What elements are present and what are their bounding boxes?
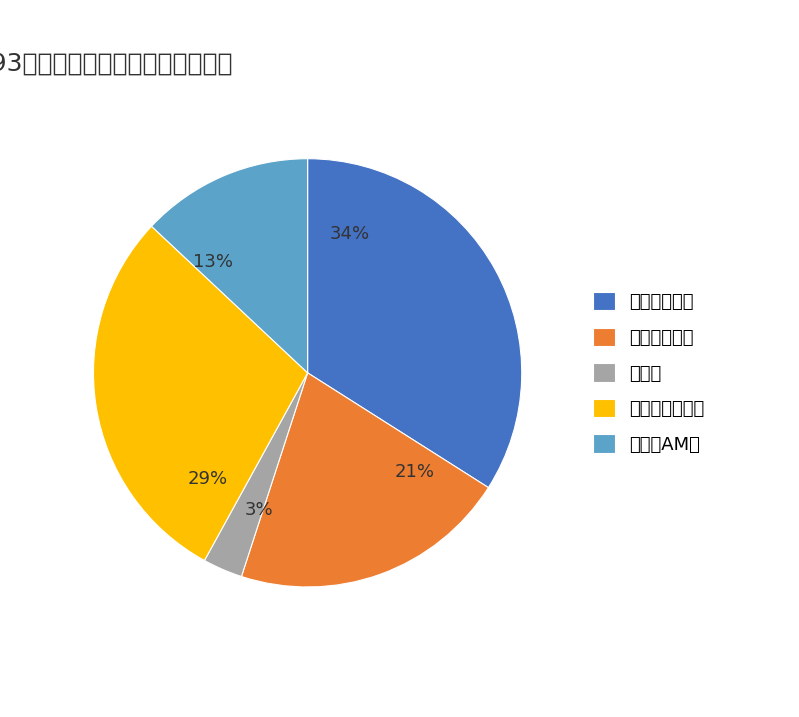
Wedge shape [205, 373, 308, 576]
Wedge shape [308, 158, 522, 488]
Legend: テレビゲーム, メダルゲーム, 乗り物, プライズゲーム, その他AM機: テレビゲーム, メダルゲーム, 乗り物, プライズゲーム, その他AM機 [584, 283, 714, 462]
Text: 21%: 21% [394, 463, 435, 481]
Wedge shape [152, 158, 308, 373]
Text: 1993年のオペレーション売上構成比: 1993年のオペレーション売上構成比 [0, 52, 233, 75]
Text: 13%: 13% [193, 253, 233, 271]
Text: 34%: 34% [330, 224, 370, 242]
Text: 3%: 3% [244, 501, 273, 519]
Text: 29%: 29% [188, 470, 228, 488]
Wedge shape [241, 373, 488, 587]
Wedge shape [93, 227, 308, 561]
